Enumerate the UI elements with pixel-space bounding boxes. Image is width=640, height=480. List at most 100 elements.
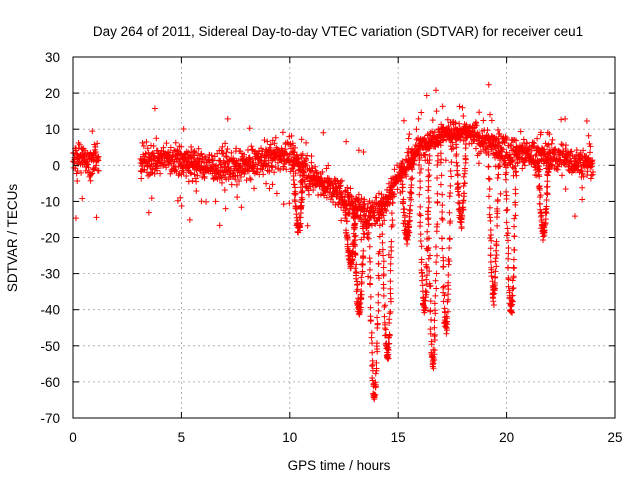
- data-point: [224, 145, 231, 152]
- data-point: [491, 279, 498, 286]
- data-point: [461, 170, 468, 177]
- data-point: [544, 190, 551, 197]
- data-point: [408, 146, 415, 153]
- data-point: [568, 148, 575, 155]
- data-point: [245, 168, 252, 175]
- data-point: [300, 161, 307, 168]
- data-point: [425, 160, 432, 167]
- data-point: [585, 154, 592, 161]
- data-point: [409, 161, 416, 168]
- data-point: [74, 168, 81, 175]
- data-point: [142, 151, 149, 158]
- data-point: [404, 221, 411, 228]
- data-point: [140, 142, 147, 149]
- data-point: [351, 226, 358, 233]
- data-point: [500, 146, 507, 153]
- data-point: [78, 169, 85, 176]
- data-point: [509, 285, 516, 292]
- data-point: [571, 213, 578, 220]
- data-point: [241, 170, 248, 177]
- data-point: [445, 261, 452, 268]
- data-point: [425, 166, 432, 173]
- data-point: [299, 151, 306, 158]
- data-point: [308, 153, 315, 160]
- data-point: [508, 298, 515, 305]
- data-point: [426, 199, 433, 206]
- data-point: [411, 157, 418, 164]
- data-point: [428, 316, 435, 323]
- data-point: [544, 183, 551, 190]
- data-point: [358, 195, 365, 202]
- data-point: [406, 131, 413, 138]
- data-point: [476, 109, 483, 116]
- data-point: [423, 276, 430, 283]
- data-point: [588, 172, 595, 179]
- data-point: [416, 156, 423, 163]
- data-point: [576, 169, 583, 176]
- data-point: [378, 212, 385, 219]
- data-point: [505, 283, 512, 290]
- data-point: [319, 169, 326, 176]
- data-point: [196, 155, 203, 162]
- data-point: [252, 161, 259, 168]
- data-point: [485, 193, 492, 200]
- data-point: [440, 254, 447, 261]
- data-point: [375, 291, 382, 298]
- data-point: [308, 159, 315, 166]
- data-point: [167, 144, 174, 151]
- data-point: [139, 139, 146, 146]
- data-point: [94, 140, 101, 147]
- data-point: [453, 133, 460, 140]
- data-point: [358, 280, 365, 287]
- data-point: [440, 263, 447, 270]
- data-point: [299, 181, 306, 188]
- data-point: [365, 229, 372, 236]
- data-point: [292, 190, 299, 197]
- data-point: [400, 117, 407, 124]
- data-point: [494, 222, 501, 229]
- data-point: [501, 139, 508, 146]
- data-point: [84, 161, 91, 168]
- data-point: [221, 159, 228, 166]
- data-point: [462, 141, 469, 148]
- data-point: [416, 169, 423, 176]
- data-point: [509, 157, 516, 164]
- data-point: [304, 152, 311, 159]
- data-point: [543, 205, 550, 212]
- data-point: [548, 140, 555, 147]
- data-point: [521, 162, 528, 169]
- data-point: [309, 165, 316, 172]
- data-point: [251, 185, 258, 192]
- data-point: [519, 143, 526, 150]
- data-point: [286, 200, 293, 207]
- data-point: [542, 216, 549, 223]
- data-point: [588, 163, 595, 170]
- data-point: [387, 260, 394, 267]
- data-point: [534, 135, 541, 142]
- data-point: [315, 192, 322, 199]
- data-point: [291, 149, 298, 156]
- data-point: [439, 202, 446, 209]
- y-tick-label: -30: [40, 267, 60, 282]
- data-point: [444, 116, 451, 123]
- data-point: [376, 222, 383, 229]
- data-point: [95, 167, 102, 174]
- data-point: [490, 150, 497, 157]
- data-point: [72, 215, 79, 222]
- data-point: [418, 256, 425, 263]
- data-point: [460, 137, 467, 144]
- data-point: [367, 258, 374, 265]
- data-point: [511, 136, 518, 143]
- data-point: [289, 162, 296, 169]
- data-point: [286, 141, 293, 148]
- data-point: [517, 128, 524, 135]
- data-point: [151, 105, 158, 112]
- data-point: [472, 145, 479, 152]
- data-point: [74, 177, 81, 184]
- data-point: [449, 139, 456, 146]
- data-point: [219, 143, 226, 150]
- data-point: [249, 156, 256, 163]
- data-point: [487, 245, 494, 252]
- data-point: [359, 268, 366, 275]
- data-point: [193, 178, 200, 185]
